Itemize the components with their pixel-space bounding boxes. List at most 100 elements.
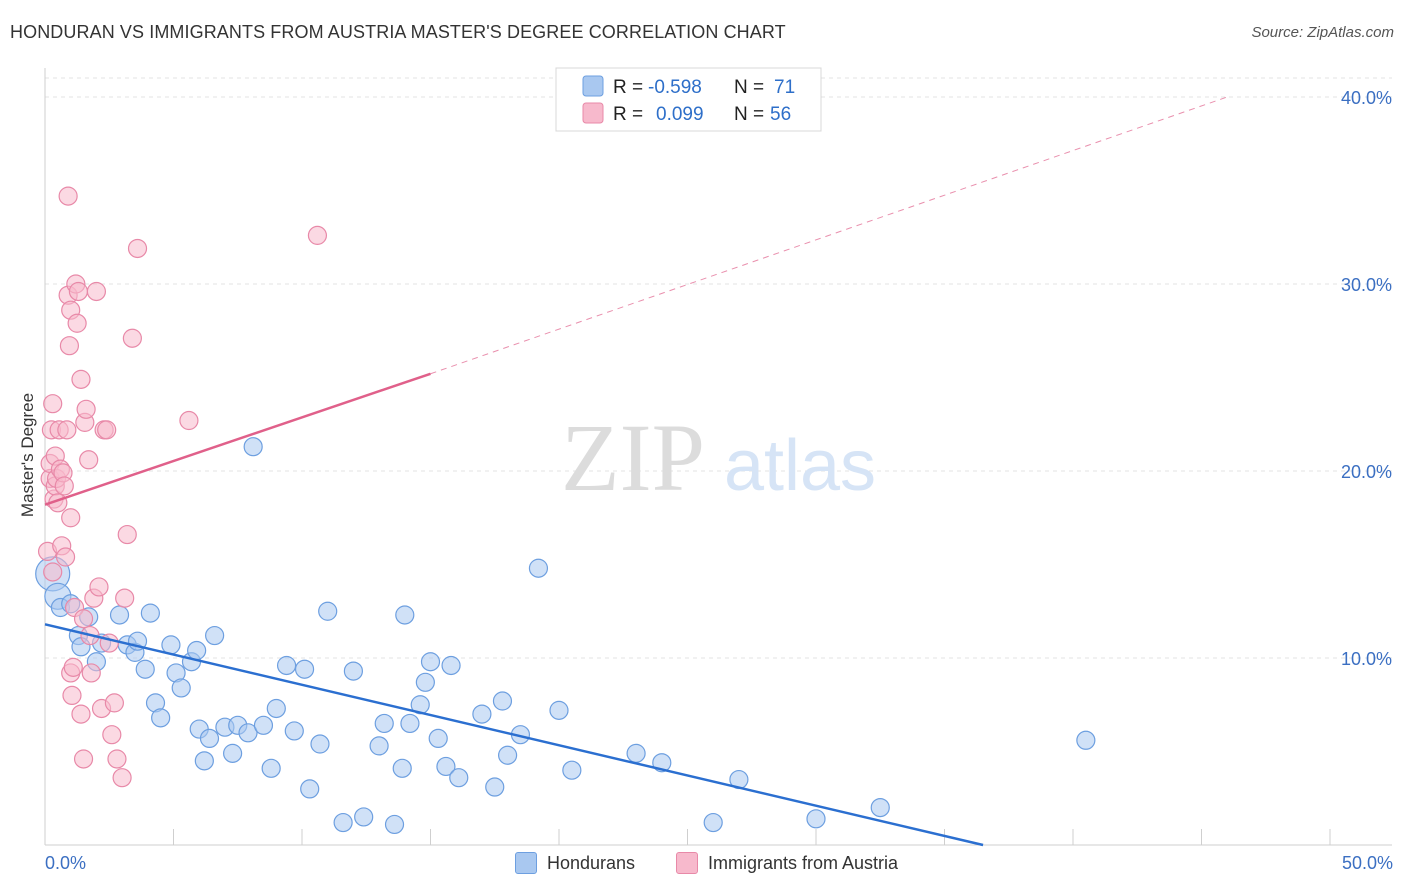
austria-point [59,336,80,356]
austria-point [115,588,135,608]
austria-point [67,313,87,333]
legend-n-value-1: 71 [774,77,795,98]
austria-point [55,547,76,567]
honduran-point [415,672,435,692]
honduran-point [369,736,389,756]
watermark: ZIP atlas [561,404,876,511]
legend-r-label-2: R = [613,104,643,125]
trend-lines [44,96,1228,847]
austria-point [86,281,107,302]
austria-point [57,420,77,440]
honduran-point [140,603,160,623]
honduran-point [199,728,220,749]
austria-point [71,704,91,724]
honduran-point [485,777,505,797]
honduran-point [243,437,263,457]
legend-r-value-1: -0.598 [648,77,702,98]
honduran-point [449,768,469,788]
bottom-legend-label: Hondurans [547,852,636,873]
legend-swatch-hondurans [582,75,604,97]
honduran-point [205,625,225,646]
austria-point [43,394,63,414]
austria-point [79,450,99,470]
honduran-point [253,715,274,735]
honduran-point [626,743,646,763]
austria-point [104,693,124,713]
honduran-point [300,779,320,799]
honduran-point [109,605,130,625]
watermark-zip: ZIP [561,404,705,511]
honduran-point [492,691,513,711]
honduran-point [549,700,569,720]
x-tick-label: 50.0% [1342,853,1393,873]
source-label: Source: ZipAtlas.com [1251,24,1394,41]
austria-point [43,562,63,582]
honduran-point [310,734,330,754]
honduran-point [400,713,420,734]
bottom-legend-hondurans: Hondurans [515,852,635,874]
legend-n-label-2: N = [734,104,764,125]
austria-point [81,663,101,683]
honduran-point [441,655,461,676]
gridlines [45,77,1392,659]
honduran-point [562,760,582,780]
honduran-point [420,652,441,672]
tick-labels: 10.0% 20.0% 30.0% 40.0% 0.0% 50.0% [45,88,1393,873]
austria-point [117,524,137,545]
honduran-point [223,743,243,763]
honduran-point [392,758,412,778]
austria-point [97,420,117,440]
austria-point [122,328,142,348]
austria-point [76,399,96,419]
austria-trend-line [44,372,431,506]
y-tick-label: 40.0% [1341,88,1392,108]
honduran-point [284,721,304,741]
honduran-point [354,807,374,827]
austria-point [71,369,91,389]
austria-point [54,476,74,496]
honduran-point [395,605,415,625]
honduran-point [135,659,155,679]
stats-legend: R = -0.598 N = 71 R = 0.099 N = 56 [555,67,822,132]
legend-n-value-2: 56 [770,104,791,125]
austria-point [68,281,89,302]
honduran-point [436,756,456,777]
honduran-point [806,809,826,829]
honduran-point [870,797,890,818]
austria-trend-extension [430,96,1228,375]
austria-point [107,749,127,769]
honduran-point [703,812,723,833]
austria-point [61,508,81,528]
legend-n-label-1: N = [734,77,764,98]
honduran-point [374,713,394,734]
honduran-point [528,558,549,578]
legend-r-value-2: 0.099 [656,104,704,125]
bottom-legend-austria: Immigrants from Austria [676,852,898,874]
chart-title: HONDURAN VS IMMIGRANTS FROM AUSTRIA MAST… [10,22,786,42]
legend-r-label-1: R = [613,77,643,98]
austria-point [73,749,94,769]
austria-point [73,609,94,629]
honduran-point [294,659,315,679]
austria-point [62,685,82,706]
honduran-point [194,751,214,771]
honduran-point [472,704,492,724]
honduran-point [498,745,518,765]
honduran-point [428,728,448,749]
y-tick-label: 30.0% [1341,275,1392,295]
bottom-legend-label: Immigrants from Austria [708,852,899,873]
austria-point [63,657,83,677]
honduran-trend-line [44,623,984,847]
honduran-point [318,601,338,621]
honduran-point [171,678,191,698]
honduran-point [238,723,258,743]
austria-point [307,225,328,245]
austria-point [89,577,109,597]
honduran-point [276,655,297,676]
austria-point [58,186,78,206]
legend-swatch-icon [515,852,537,874]
legend-swatch-austria [582,102,604,124]
austria-point [112,768,132,788]
honduran-point [384,814,405,835]
